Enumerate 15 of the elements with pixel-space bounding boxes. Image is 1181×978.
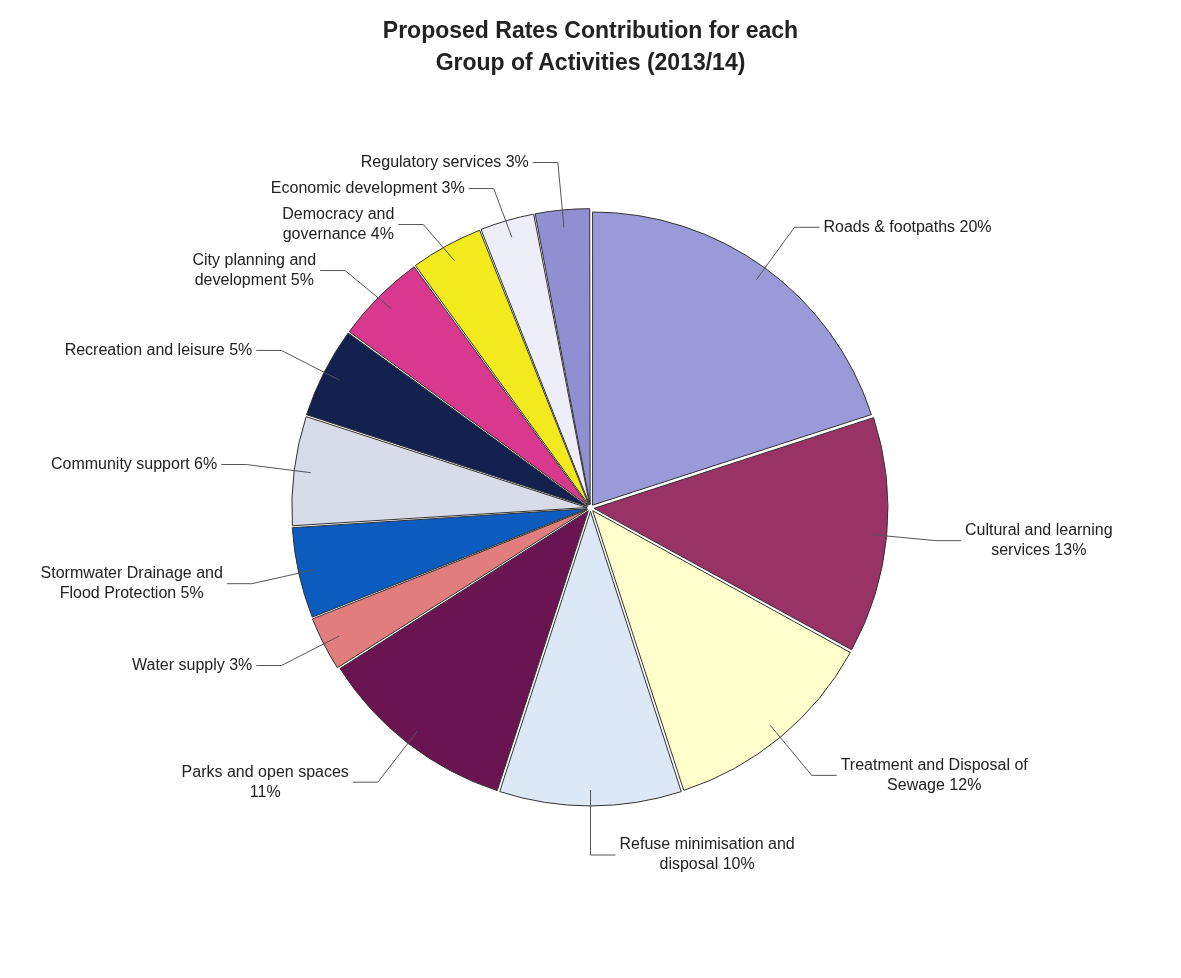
slice-label: Recreation and leisure 5% bbox=[64, 340, 253, 358]
chart-title: Proposed Rates Contribution for each Group of Activities (2013/14) bbox=[381, 16, 800, 77]
slice-label: Democracy and governance 4% bbox=[282, 204, 395, 242]
slice-label: Water supply 3% bbox=[131, 655, 253, 673]
slice-label: Economic development 3% bbox=[270, 178, 465, 196]
slice-label: Regulatory services 3% bbox=[360, 152, 529, 170]
slice-label: Roads & footpaths 20% bbox=[823, 217, 992, 235]
slice-label: City planning and development 5% bbox=[192, 250, 317, 288]
slice-label: Parks and open spaces bbox=[181, 762, 349, 780]
slice-label: Stormwater Drainage and Flood Protection 5% bbox=[40, 564, 223, 602]
slice-label: Cultural and learning services 13% bbox=[964, 521, 1113, 559]
slice-label: Refuse minimisation and disposal 10% bbox=[619, 835, 795, 873]
slice-label: Treatment and Disposal of Sewage 12% bbox=[840, 755, 1029, 793]
slice-label: Community support 6% bbox=[50, 454, 218, 472]
data-label: 11% bbox=[249, 782, 281, 800]
